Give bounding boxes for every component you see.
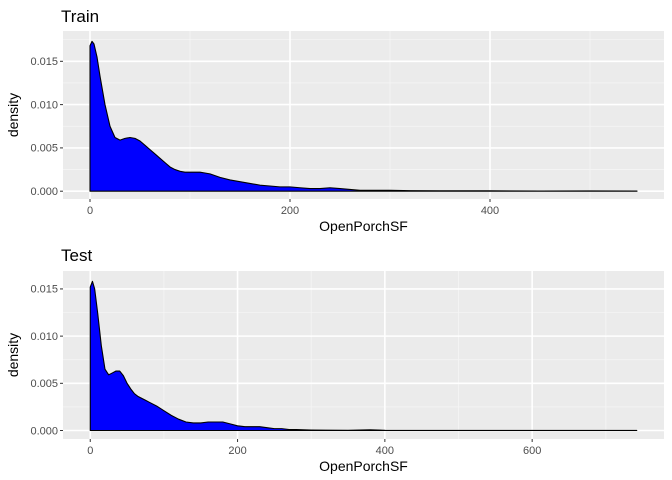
chart-2-title: Test xyxy=(61,246,92,265)
chart-2-xtick-label: 400 xyxy=(376,445,394,457)
chart-1-xlabel: OpenPorchSF xyxy=(319,218,408,234)
chart-1-ytick-label: 0.000 xyxy=(30,186,58,198)
chart-1-ylabel: density xyxy=(5,93,21,137)
chart-2-ytick-label: 0.015 xyxy=(30,284,58,296)
chart-2-density-area xyxy=(89,280,638,432)
chart-1-xtick-label: 0 xyxy=(87,205,93,217)
chart-1-ytick-label: 0.005 xyxy=(30,143,58,155)
chart-1-xtick-label: 200 xyxy=(281,205,299,217)
chart-2-ytick-label: 0.005 xyxy=(30,378,58,390)
chart-2: Test 0.000 0.005 0.010 0.015 0 200 400 600 OpenPo… xyxy=(5,246,664,474)
chart-2-xtick-label: 200 xyxy=(228,445,246,457)
chart-1-title: Train xyxy=(61,7,99,26)
chart-1-ytick-label: 0.015 xyxy=(30,56,58,68)
chart-2-ytick-label: 0.000 xyxy=(30,425,58,437)
chart-1-ytick-label: 0.010 xyxy=(30,99,58,111)
chart-2-xtick-label: 600 xyxy=(523,445,541,457)
chart-2-xtick-label: 0 xyxy=(87,445,93,457)
chart-1: Train 0.000 0.005 0.010 0.015 0 200 400 OpenPorc… xyxy=(5,7,664,234)
chart-2-xlabel: OpenPorchSF xyxy=(319,458,408,474)
chart-2-ytick-label: 0.010 xyxy=(30,331,58,343)
chart-2-ylabel: density xyxy=(5,333,21,377)
chart-1-xtick-label: 400 xyxy=(481,205,499,217)
chart-1-density-area xyxy=(89,40,638,192)
